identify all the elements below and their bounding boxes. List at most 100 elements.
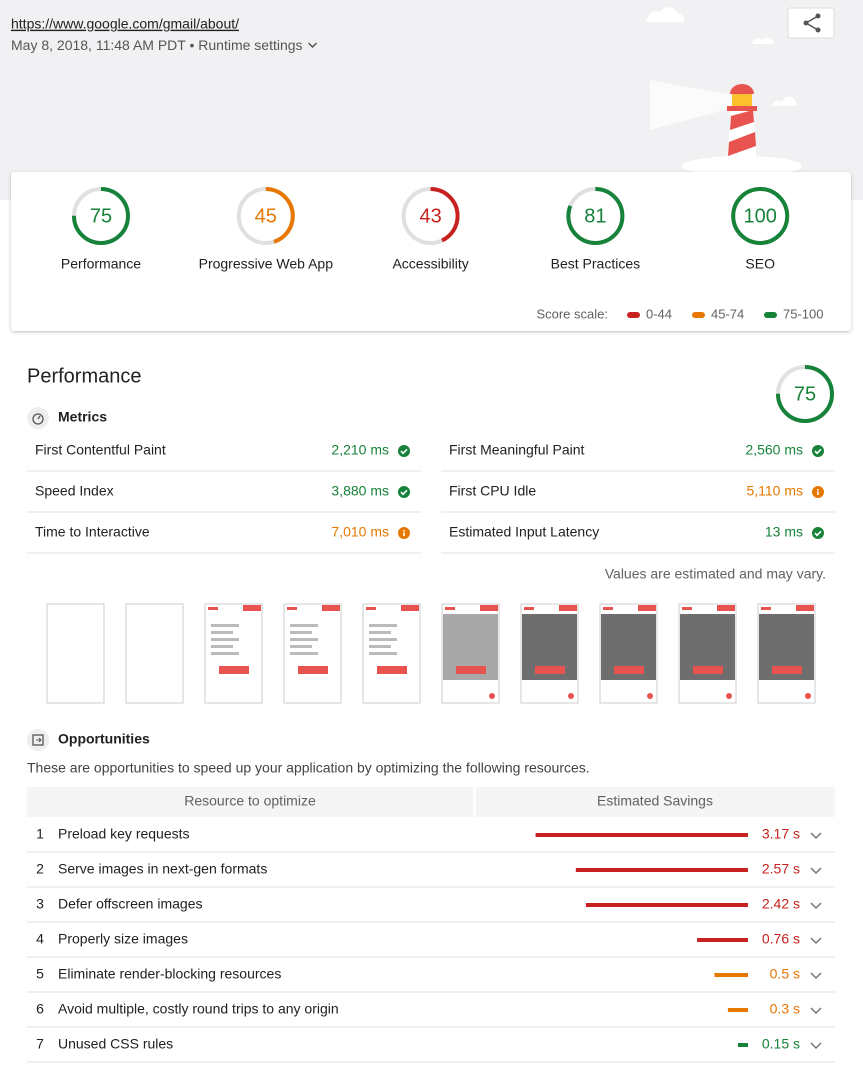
scale-label: 45-74 — [711, 306, 744, 321]
frame-logo — [761, 607, 771, 610]
gauge-score: 75 — [90, 205, 112, 227]
filmstrip-frame — [46, 603, 105, 704]
expand-chevron[interactable] — [810, 832, 822, 840]
chevron[interactable] — [308, 42, 318, 49]
frame-fab — [726, 693, 732, 699]
frame-button — [772, 666, 802, 674]
status-icon — [400, 489, 408, 496]
frame-text — [211, 631, 233, 634]
score-label: Progressive Web App — [199, 256, 334, 272]
status-icon — [812, 527, 824, 539]
savings-label: 0.15 s — [762, 1036, 800, 1052]
frame-text — [290, 652, 318, 655]
status-icon — [403, 532, 405, 536]
frame-logo — [366, 607, 376, 610]
gauge-arc — [776, 365, 834, 423]
savings-bar — [714, 973, 748, 977]
frame-button — [535, 666, 565, 674]
scores-card — [11, 172, 851, 331]
filmstrip-frame — [599, 603, 658, 704]
frame-topbar — [638, 605, 656, 611]
filmstrip-frame — [757, 603, 816, 704]
savings-bar — [535, 833, 748, 837]
frame-logo — [682, 607, 692, 610]
savings-label: 2.57 s — [762, 861, 800, 877]
opportunity-name: Properly size images — [58, 931, 188, 947]
frame-button — [614, 666, 644, 674]
metric-value: 5,110 ms — [746, 483, 803, 499]
url[interactable]: https://www.google.com/gmail/about/ — [11, 16, 239, 32]
gauge-arc — [72, 187, 130, 245]
frame-text — [369, 652, 397, 655]
metric-name: Speed Index — [35, 483, 114, 499]
frame-topbar — [717, 605, 735, 611]
frame-text — [369, 631, 391, 634]
scale-swatch — [627, 312, 640, 318]
frame-fab — [489, 693, 495, 699]
opportunity-name: Serve images in next-gen formats — [58, 861, 267, 877]
opportunity-index: 2 — [36, 861, 44, 877]
gauge-score: 45 — [255, 205, 277, 227]
frame-topbar — [243, 605, 261, 611]
table-header — [476, 787, 835, 817]
frame-text — [290, 645, 312, 648]
status-icon — [814, 530, 822, 537]
frame-text — [211, 645, 233, 648]
frame-topbar — [322, 605, 340, 611]
scale-swatch — [692, 312, 705, 318]
opportunity-name: Unused CSS rules — [58, 1036, 173, 1052]
frame-text — [369, 645, 391, 648]
expand-chevron[interactable] — [810, 867, 822, 875]
scale-swatch — [764, 312, 777, 318]
status-icon — [812, 445, 824, 457]
expand-chevron[interactable] — [810, 902, 822, 910]
frame-logo — [524, 607, 534, 610]
expand-chevron[interactable] — [810, 937, 822, 945]
opportunity-name: Preload key requests — [58, 826, 190, 842]
runtime-settings[interactable]: Runtime settings — [198, 37, 302, 53]
score-label: SEO — [745, 256, 775, 272]
frame-text — [290, 638, 318, 641]
score-label: Accessibility — [392, 256, 468, 272]
score-label: Performance — [61, 256, 141, 272]
savings-label: 0.3 s — [770, 1001, 800, 1017]
frame-text — [290, 624, 318, 627]
gauge-score: 43 — [419, 205, 441, 227]
status-icon — [814, 448, 822, 455]
gauge-arc — [731, 187, 790, 245]
frame-text — [211, 624, 239, 627]
frame-topbar — [796, 605, 814, 611]
run-info: May 8, 2018, 11:48 AM PDT • Runtime sett… — [11, 37, 303, 53]
metrics-icon — [27, 407, 49, 429]
opportunity-index: 4 — [36, 931, 44, 947]
opportunity-name: Eliminate render-blocking resources — [58, 966, 281, 982]
metric-name: Time to Interactive — [35, 524, 150, 540]
expand-chevron[interactable] — [810, 1007, 822, 1015]
expand-chevron[interactable] — [810, 972, 822, 980]
gauge-score: 75 — [794, 383, 816, 405]
opportunity-name: Avoid multiple, costly round trips to an… — [58, 1001, 339, 1017]
metric-name: First CPU Idle — [449, 483, 536, 499]
gauge-score: 81 — [584, 205, 606, 227]
date: May 8, 2018, 11:48 AM PDT — [11, 37, 186, 53]
frame-logo — [208, 607, 218, 610]
opportunities-icon — [27, 729, 49, 751]
savings-bar — [575, 868, 748, 872]
opportunity-index: 5 — [36, 966, 44, 982]
column-header: Resource to optimize — [184, 793, 316, 809]
frame-text — [211, 638, 239, 641]
frame-button — [693, 666, 723, 674]
savings-bar — [697, 938, 748, 942]
illustration — [646, 7, 802, 176]
savings-bar — [737, 1043, 748, 1047]
scale-label: 75-100 — [783, 306, 823, 321]
share-button[interactable] — [787, 7, 835, 39]
section-title: Performance — [27, 365, 142, 387]
expand-chevron[interactable] — [810, 1042, 822, 1050]
gauge-arc — [566, 187, 625, 245]
scale-title: Score scale: — [536, 306, 608, 321]
metric-name: First Contentful Paint — [35, 442, 166, 458]
savings-bar — [585, 903, 748, 907]
filmstrip-frame — [362, 603, 421, 704]
